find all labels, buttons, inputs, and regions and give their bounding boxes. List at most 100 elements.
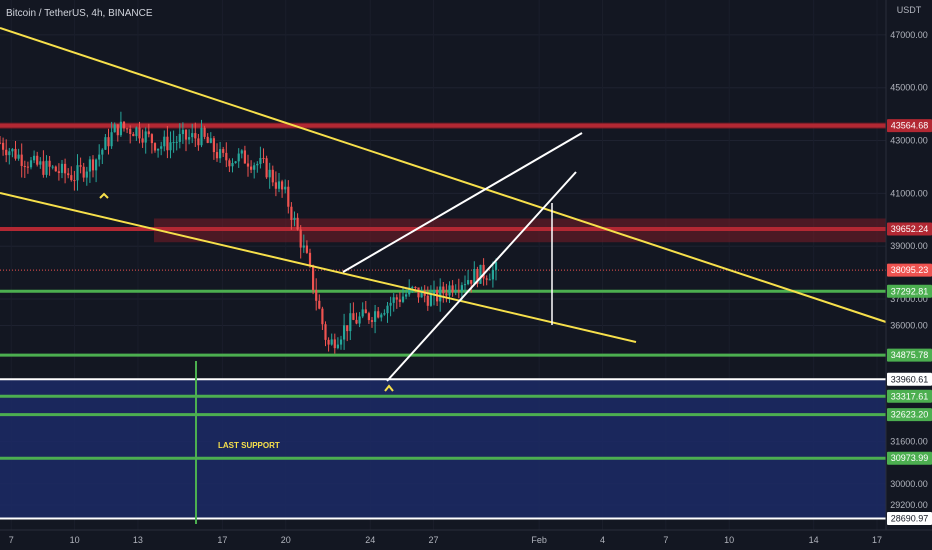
candle-up — [76, 165, 79, 181]
price-tick-label: 36000.00 — [890, 320, 928, 330]
candle-down — [281, 181, 284, 190]
candle-down — [67, 173, 70, 176]
candle-down — [327, 339, 330, 345]
candle-down — [206, 136, 209, 143]
candle-up — [240, 150, 243, 154]
wedge-upper-line — [342, 132, 583, 273]
candle-up — [8, 151, 11, 156]
candle-up — [277, 181, 281, 189]
candle-down — [305, 245, 308, 253]
candle-up — [191, 133, 194, 138]
candle-up — [284, 186, 287, 190]
candle-down — [26, 166, 29, 168]
candle-down — [107, 137, 110, 147]
price-axis[interactable]: USDT 47000.00 45000.00 43000.00 41000.00 390… — [885, 0, 932, 550]
level-tag — [887, 222, 932, 236]
time-tick-label: 20 — [281, 535, 291, 545]
candle-up — [349, 313, 352, 332]
candle-down — [126, 128, 129, 130]
candle-down — [20, 154, 23, 166]
level-tag — [887, 408, 932, 422]
time-tick-label: 27 — [429, 535, 439, 545]
time-tick-label: 10 — [70, 535, 80, 545]
time-tick-label: 4 — [600, 535, 605, 545]
candle-down — [2, 142, 5, 150]
time-tick-label: 14 — [809, 535, 819, 545]
candle-down — [203, 127, 206, 137]
level-tag-label: 30973.99 — [891, 453, 929, 463]
level-tag — [887, 389, 932, 403]
price-tick-label: 41000.00 — [890, 188, 928, 198]
candle-down — [54, 166, 57, 172]
candle-up — [383, 313, 386, 315]
price-tick-label: 47000.00 — [890, 30, 928, 40]
candle-down — [262, 157, 265, 159]
candle-up — [169, 142, 172, 151]
candle-up — [454, 290, 457, 293]
candle-up — [358, 316, 361, 324]
candle-down — [48, 160, 51, 167]
candle-down — [153, 143, 157, 151]
candle-down — [197, 138, 200, 146]
candle-up — [101, 149, 104, 155]
candle-down — [315, 289, 318, 301]
candle-up — [439, 286, 442, 302]
candle-up — [110, 132, 113, 147]
current-price-tag — [887, 263, 932, 277]
candle-down — [318, 300, 321, 309]
candle-down — [377, 311, 380, 318]
candle-up — [219, 149, 222, 159]
candle-up — [467, 280, 470, 285]
candle-up — [234, 161, 237, 164]
candle-up — [39, 161, 42, 165]
level-tag-label: 37292.81 — [891, 286, 929, 296]
current-price-label: 38095.23 — [891, 265, 929, 275]
candle-up — [85, 171, 88, 178]
candle-up — [45, 160, 48, 175]
level-tag — [887, 372, 932, 386]
candle-up — [33, 155, 36, 161]
candle-down — [184, 129, 188, 140]
candle-up — [330, 339, 333, 345]
last-support-annotation: LAST SUPPORT — [218, 441, 280, 450]
candle-down — [355, 319, 358, 324]
candle-down — [246, 163, 250, 167]
candle-up — [175, 141, 178, 143]
candle-up — [432, 290, 436, 295]
level-tag — [887, 284, 932, 298]
candle-down — [5, 149, 8, 156]
candle-up — [491, 269, 494, 280]
candle-down — [132, 134, 135, 137]
candle-down — [116, 124, 119, 136]
candle-up — [259, 157, 262, 164]
level-tag — [887, 348, 932, 362]
blue-support-zone — [0, 379, 886, 519]
level-tag — [887, 451, 932, 465]
candle-down — [0, 142, 2, 144]
candle-up — [302, 245, 305, 248]
level-tag — [887, 511, 932, 525]
candle-down — [370, 320, 374, 322]
level-tag-label: 43564.68 — [891, 121, 929, 131]
candle-down — [141, 138, 144, 143]
candle-up — [336, 344, 339, 349]
time-axis[interactable]: 7 10 13 17 20 24 27 Feb 4 7 10 14 17 — [0, 529, 932, 545]
candle-down — [352, 313, 355, 320]
time-ticks: 7 10 13 17 20 24 27 Feb 4 7 10 14 17 — [9, 535, 882, 545]
low-marker-icon — [384, 384, 394, 392]
candle-up — [119, 121, 122, 136]
upper-trendline — [0, 27, 887, 323]
candle-down — [79, 165, 82, 167]
candle-up — [104, 137, 107, 150]
price-tick-label: 37000.00 — [890, 294, 928, 304]
candle-up — [200, 127, 203, 146]
candle-down — [225, 152, 228, 161]
level-tag-label: 28690.97 — [891, 513, 929, 523]
candle-down — [91, 159, 95, 171]
price-tick-label: 39000.00 — [890, 241, 928, 251]
candle-down — [23, 165, 26, 167]
candle-down — [194, 133, 197, 139]
time-tick-label: 7 — [9, 535, 14, 545]
candle-down — [271, 169, 274, 183]
